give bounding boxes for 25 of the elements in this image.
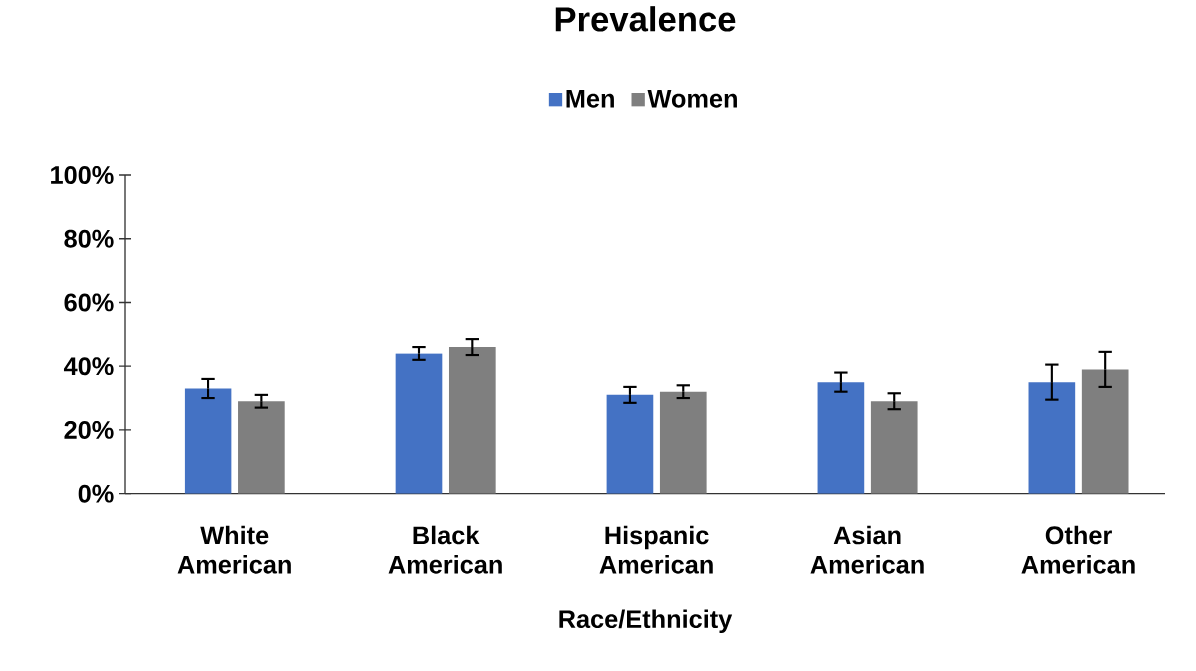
bar	[395, 353, 443, 494]
y-tick-label: 40%	[63, 357, 114, 376]
bar	[238, 401, 285, 494]
bar	[870, 401, 918, 494]
x-tick-label: Hispanic American	[599, 525, 713, 574]
bar	[1081, 369, 1129, 494]
y-tick-label: 80%	[64, 229, 114, 248]
chart-title: Prevalence	[555, 6, 736, 32]
bar	[1028, 382, 1076, 494]
legend-label: Women	[647, 90, 737, 108]
bar	[659, 391, 707, 494]
legend-label: Men	[566, 90, 614, 108]
bar	[606, 395, 654, 494]
x-tick-label: White American	[177, 525, 291, 574]
x-tick-label: Black American	[388, 525, 502, 574]
x-axis-title: Race/Ethnicity	[559, 609, 733, 634]
y-tick-label: 20%	[64, 421, 114, 440]
bar	[184, 388, 232, 494]
x-tick-label: Asian American	[810, 525, 924, 574]
y-tick-label: 0%	[78, 484, 114, 503]
y-tick-label: 60%	[64, 293, 114, 312]
x-tick-label: Other American	[1021, 525, 1135, 574]
y-tick-label: 100%	[51, 166, 114, 185]
bar	[448, 347, 496, 494]
bar	[817, 382, 865, 494]
